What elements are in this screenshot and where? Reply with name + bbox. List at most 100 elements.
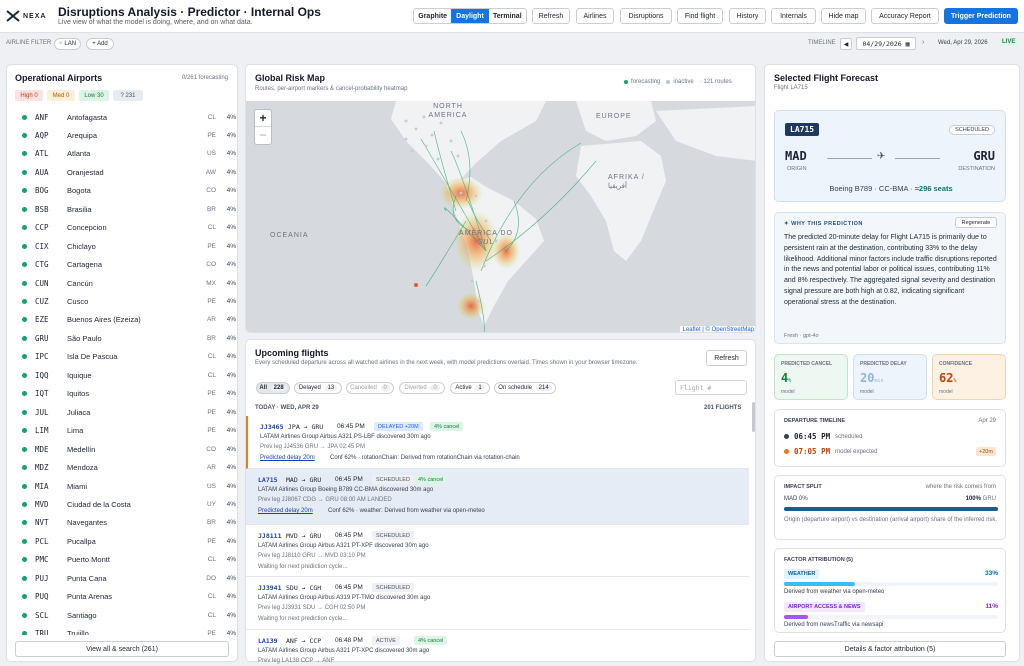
- airport-row-mde[interactable]: MDE Medellín CO 4%: [16, 440, 236, 458]
- airport-row-gru[interactable]: GRU São Paulo BR 4%: [16, 329, 236, 347]
- airport-row-anf[interactable]: ANF Antofagasta CL 4%: [16, 108, 236, 126]
- airport-row-bog[interactable]: BOG Bogota CO 4%: [16, 182, 236, 200]
- prev-day-button[interactable]: ◀: [840, 38, 852, 50]
- logo-mark-icon: [6, 10, 20, 22]
- airport-code: BSB: [35, 204, 49, 214]
- theme-terminal[interactable]: Terminal: [492, 12, 522, 20]
- impact-title: IMPACT SPLIT: [784, 484, 822, 490]
- airport-row-scl[interactable]: SCL Santiago CL 4%: [16, 606, 236, 624]
- hide-map-button[interactable]: Hide map: [821, 8, 866, 24]
- regenerate-button[interactable]: Regenerate: [955, 217, 997, 228]
- flight-row-jj3465[interactable]: JJ3465 JPA → GRU 06:45 PM DELAYED +20M 4% ca…: [246, 416, 749, 469]
- airport-row-mdz[interactable]: MDZ Mendoza AR 4%: [16, 459, 236, 477]
- filter-chip-diverted[interactable]: Diverted 0: [399, 382, 445, 394]
- zoom-out-button[interactable]: −: [259, 128, 267, 142]
- airport-row-aua[interactable]: AUA Oranjestad AW 4%: [16, 163, 236, 181]
- airlines-button[interactable]: Airlines: [576, 8, 614, 24]
- airport-row-cun[interactable]: CUN Cancún MX 4%: [16, 274, 236, 292]
- airport-code: BOG: [35, 186, 49, 196]
- airport-row-tru[interactable]: TRU Trujillo PE 4%: [16, 625, 236, 635]
- app-subtitle: Live view of what the model is doing, wh…: [58, 19, 253, 26]
- filter-chip-label: All: [259, 385, 267, 391]
- theme-graphite[interactable]: Graphite: [418, 12, 448, 20]
- flight-number-badge: LA715: [785, 123, 820, 136]
- filter-chip-cancelled[interactable]: Cancelled 0: [346, 382, 394, 394]
- airport-row-nvt[interactable]: NVT Navegantes BR 4%: [16, 514, 236, 532]
- details-button[interactable]: Details & factor attribution (5): [774, 641, 1006, 657]
- date-text: Wed, Apr 29, 2026: [938, 40, 988, 46]
- label-oceania: OCEANIA: [270, 232, 309, 239]
- airport-row-jul[interactable]: JUL Juliaca PE 4%: [16, 403, 236, 421]
- airport-row-lim[interactable]: LIM Lima PE 4%: [16, 422, 236, 440]
- country-code: CL: [207, 556, 216, 564]
- airport-risk: 4%: [226, 611, 236, 619]
- flight-row-la715[interactable]: LA715 MAD → GRU 06:45 PM SCHEDULED 4% cancel…: [246, 469, 749, 525]
- status-dot: [22, 372, 27, 378]
- airport-row-mvd[interactable]: MVD Ciudad de la Costa UY 4%: [16, 495, 236, 513]
- airport-row-puq[interactable]: PUQ Punta Arenas CL 4%: [16, 588, 236, 606]
- airport-row-atl[interactable]: ATL Atlanta US 4%: [16, 145, 236, 163]
- factor-title: FACTOR ATTRIBUTION (5): [784, 557, 853, 563]
- find-flight-button[interactable]: Find flight: [677, 8, 723, 24]
- airport-row-ipc[interactable]: IPC Isla De Pascua CL 4%: [16, 348, 236, 366]
- history-button[interactable]: History: [729, 8, 766, 24]
- label-south-america: AMÉRICA DO SUL: [459, 230, 513, 246]
- internals-button[interactable]: Internals: [771, 8, 816, 24]
- country-code: AR: [206, 316, 216, 324]
- airport-row-bsb[interactable]: BSB Brasilia BR 4%: [16, 200, 236, 218]
- map-attribution: Leaflet | © OpenStreetMap: [679, 326, 755, 333]
- flight-row-jj3941[interactable]: JJ3941 SDU → CGH 06:45 PM SCHEDULED LATAM Ai…: [246, 577, 749, 630]
- airport-row-pcl[interactable]: PCL Pucallpa PE 4%: [16, 532, 236, 550]
- airport-row-iqq[interactable]: IQQ Iquique CL 4%: [16, 366, 236, 384]
- filter-chip-all[interactable]: All 228: [256, 382, 290, 394]
- refresh-button[interactable]: Refresh: [532, 8, 570, 24]
- day-label: TODAY · WED, APR 29: [255, 405, 319, 411]
- view-all-button[interactable]: View all & search (261): [15, 641, 229, 657]
- airport-risk: 4%: [226, 205, 236, 213]
- filter-chip-delayed[interactable]: Delayed 13: [294, 382, 342, 394]
- airport-code: CIX: [35, 241, 49, 251]
- prediction-summary[interactable]: Predicted delay 20m: [258, 508, 313, 514]
- disruptions-button[interactable]: Disruptions: [620, 8, 672, 24]
- country-code: BR: [206, 334, 216, 342]
- leaflet-link[interactable]: Leaflet: [682, 327, 701, 333]
- accuracy-report-button[interactable]: Accuracy Report: [871, 8, 939, 24]
- airport-row-cuz[interactable]: CUZ Cusco PE 4%: [16, 293, 236, 311]
- airport-code: IQQ: [35, 370, 49, 380]
- factor-name: WEATHER: [784, 569, 820, 579]
- airline-chip-label: LAN: [64, 41, 77, 47]
- next-day-button[interactable]: ›: [922, 39, 924, 46]
- airport-row-pmc[interactable]: PMC Puerto Montt CL 4%: [16, 551, 236, 569]
- airline-chip[interactable]: × LAN: [54, 38, 81, 50]
- flight-row-la139[interactable]: LA139 ANF → CCP 06:48 PM ACTIVE 4% cancel LAT…: [246, 630, 749, 665]
- airport-row-puj[interactable]: PUJ Punta Cana DO 4%: [16, 569, 236, 587]
- osm-link[interactable]: © OpenStreetMap: [705, 327, 754, 333]
- forecast-title: Selected Flight Forecast: [774, 73, 879, 83]
- close-icon[interactable]: ×: [58, 41, 63, 47]
- airport-row-aqp[interactable]: AQP Arequipa PE 4%: [16, 126, 236, 144]
- airport-risk: 4%: [226, 334, 236, 342]
- flights-scrollbar[interactable]: [752, 402, 755, 432]
- flight-search-input[interactable]: Flight #: [675, 380, 747, 395]
- zoom-in-button[interactable]: +: [255, 110, 271, 127]
- flights-refresh-button[interactable]: Refresh: [706, 350, 747, 366]
- map-canvas[interactable]: NORTH AMERICA EUROPE AFRIKA / أفريقيا OC…: [246, 101, 755, 333]
- prediction-summary[interactable]: Predicted delay 20m: [260, 455, 315, 461]
- airport-name: Iquitos: [67, 389, 90, 399]
- flight-row-jj8111[interactable]: JJ8111 MVD → GRU 06:45 PM SCHEDULED LATAM Ai…: [246, 525, 749, 577]
- date-input[interactable]: 04/29/2026 ▦: [856, 37, 916, 50]
- airport-row-mia[interactable]: MIA Miami US 4%: [16, 477, 236, 495]
- filter-chip-on-schedule[interactable]: On schedule 214: [494, 382, 556, 394]
- airport-row-iqt[interactable]: IQT Iquitos PE 4%: [16, 385, 236, 403]
- airport-row-ctg[interactable]: CTG Cartagena CO 4%: [16, 256, 236, 274]
- add-airline-button[interactable]: + Add: [86, 38, 114, 50]
- theme-daylight[interactable]: Daylight: [451, 9, 489, 23]
- flights-title: Upcoming flights: [255, 348, 329, 358]
- filter-chip-active[interactable]: Active 1: [450, 382, 490, 394]
- airport-row-eze[interactable]: EZE Buenos Aires (Ezeiza) AR 4%: [16, 311, 236, 329]
- trigger-prediction-button[interactable]: Trigger Prediction: [944, 8, 1018, 24]
- status-dot: [22, 151, 27, 157]
- airport-row-cix[interactable]: CIX Chiclayo PE 4%: [16, 237, 236, 255]
- airport-row-ccp[interactable]: CCP Concepcion CL 4%: [16, 219, 236, 237]
- forecast-subtitle: Flight LA715: [774, 85, 808, 91]
